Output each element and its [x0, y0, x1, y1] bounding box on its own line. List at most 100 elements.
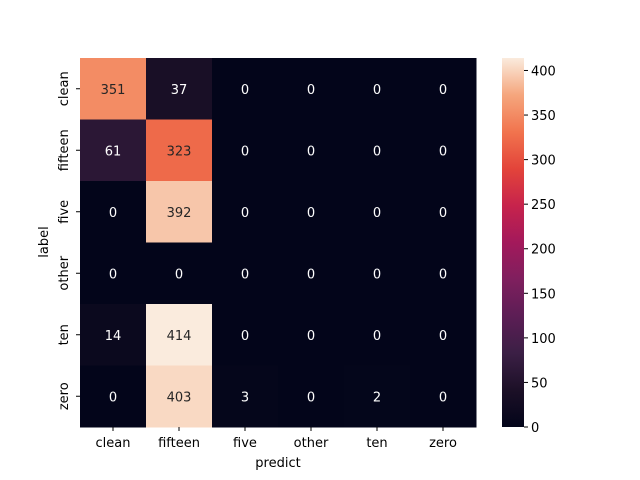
heatmap-cell-value: 0 — [439, 144, 447, 159]
heatmap-cell — [410, 242, 477, 305]
colorbar — [502, 58, 524, 427]
heatmap-cell-value: 0 — [241, 83, 249, 98]
heatmap-cell — [80, 365, 147, 428]
heatmap-cell-value: 0 — [175, 267, 183, 282]
heatmap-cell-value: 0 — [373, 83, 381, 98]
colorbar-tick-label: 350 — [531, 109, 556, 124]
y-tick-label: ten — [57, 324, 72, 345]
colorbar-tick-label: 150 — [531, 287, 556, 302]
heatmap-cell — [278, 58, 345, 120]
heatmap-cell-value: 61 — [105, 144, 122, 159]
heatmap-cell — [344, 242, 411, 305]
heatmap-cell — [80, 181, 147, 243]
heatmap-cell-value: 403 — [167, 390, 192, 405]
heatmap-cell-value: 323 — [167, 144, 192, 159]
y-tick-label: five — [57, 200, 72, 224]
heatmap-cell-value: 0 — [307, 206, 315, 221]
heatmap-cell — [146, 365, 213, 428]
heatmap-cell — [146, 181, 213, 243]
heatmap-cell-value: 0 — [241, 206, 249, 221]
x-axis-label: predict — [255, 456, 300, 471]
heatmap-cell-value: 0 — [109, 267, 117, 282]
x-tick-label: zero — [429, 436, 457, 451]
heatmap-cell — [344, 119, 411, 182]
heatmap-cell — [212, 58, 279, 120]
heatmap-cell-value: 3 — [241, 390, 249, 405]
heatmap-cell-value: 0 — [439, 206, 447, 221]
heatmap-cell — [344, 304, 411, 366]
heatmap-cell-labels: 351 37 0 0 0 0 61 323 0 0 0 0 0 392 0 0 0 0 0 0 0 0 0 0 14 414 0 0 0… — [101, 83, 448, 406]
x-tick-label: clean — [96, 436, 131, 451]
heatmap-cell — [344, 181, 411, 243]
y-tick-label: fifteen — [57, 129, 72, 171]
heatmap-cell — [410, 58, 477, 120]
x-tick-label: fifteen — [158, 436, 200, 451]
heatmap-cell — [146, 119, 213, 182]
colorbar-tick-label: 0 — [531, 421, 539, 436]
x-tick-label: five — [233, 436, 257, 451]
x-tick-label: other — [294, 436, 329, 451]
heatmap-cell-value: 0 — [241, 267, 249, 282]
heatmap-cell — [344, 365, 411, 428]
heatmap-cell-value: 0 — [373, 144, 381, 159]
heatmap-cell-value: 0 — [307, 83, 315, 98]
heatmap-cell — [212, 119, 279, 182]
heatmap-cell — [410, 119, 477, 182]
heatmap-cell-value: 351 — [101, 83, 126, 98]
heatmap-cell — [278, 119, 345, 182]
y-axis-ticks: clean fifteen five other ten zero — [57, 71, 80, 410]
colorbar-ticks: 0 50 100 150 200 250 300 350 400 — [524, 64, 556, 436]
heatmap-cell — [212, 365, 279, 428]
x-tick-label: ten — [366, 436, 387, 451]
colorbar-tick-label: 100 — [531, 332, 556, 347]
heatmap-cell — [278, 304, 345, 366]
heatmap-cell-value: 0 — [241, 144, 249, 159]
heatmap-cell — [410, 304, 477, 366]
heatmap-cell-value: 0 — [241, 329, 249, 344]
heatmap-cell-value: 392 — [167, 206, 192, 221]
heatmap-cell-value: 0 — [307, 144, 315, 159]
heatmap-cell-value: 0 — [439, 329, 447, 344]
colorbar-tick-label: 400 — [531, 64, 556, 79]
heatmap-cell — [80, 242, 147, 305]
heatmap-cell — [80, 58, 147, 120]
heatmap-cell — [344, 58, 411, 120]
heatmap-cell — [80, 119, 147, 182]
x-axis-ticks: clean fifteen five other ten zero — [96, 427, 457, 451]
colorbar-tick-label: 250 — [531, 198, 556, 213]
heatmap-cell — [212, 181, 279, 243]
y-axis-label: label — [37, 226, 52, 257]
heatmap-cell-value: 37 — [171, 83, 188, 98]
heatmap-cell — [80, 304, 147, 366]
heatmap-cell-value: 2 — [373, 390, 381, 405]
heatmap-cell — [278, 365, 345, 428]
heatmap-cell-value: 0 — [373, 206, 381, 221]
colorbar-tick-label: 200 — [531, 243, 556, 258]
heatmap-cell-value: 0 — [109, 206, 117, 221]
heatmap-cell — [410, 365, 477, 428]
heatmap-cell-value: 414 — [167, 329, 192, 344]
heatmap-cell — [146, 242, 213, 305]
heatmap-cell — [278, 181, 345, 243]
heatmap-cell — [146, 58, 213, 120]
colorbar-tick-label: 50 — [531, 376, 548, 391]
heatmap-cell-value: 0 — [439, 267, 447, 282]
heatmap-cell-value: 0 — [307, 390, 315, 405]
heatmap-cell — [410, 181, 477, 243]
heatmap-cells — [80, 58, 477, 428]
colorbar-tick-label: 300 — [531, 154, 556, 169]
heatmap-cell-value: 0 — [373, 329, 381, 344]
heatmap-cell — [212, 304, 279, 366]
y-tick-label: other — [57, 255, 72, 290]
heatmap-cell-value: 0 — [109, 390, 117, 405]
heatmap-cell — [278, 242, 345, 305]
heatmap-cell-value: 0 — [307, 329, 315, 344]
heatmap-cell-value: 0 — [439, 83, 447, 98]
heatmap-cell-value: 0 — [373, 267, 381, 282]
heatmap-cell-value: 14 — [105, 329, 122, 344]
heatmap-cell-value: 0 — [307, 267, 315, 282]
heatmap-cell-value: 0 — [439, 390, 447, 405]
y-tick-label: clean — [57, 71, 72, 106]
y-tick-label: zero — [57, 382, 72, 410]
